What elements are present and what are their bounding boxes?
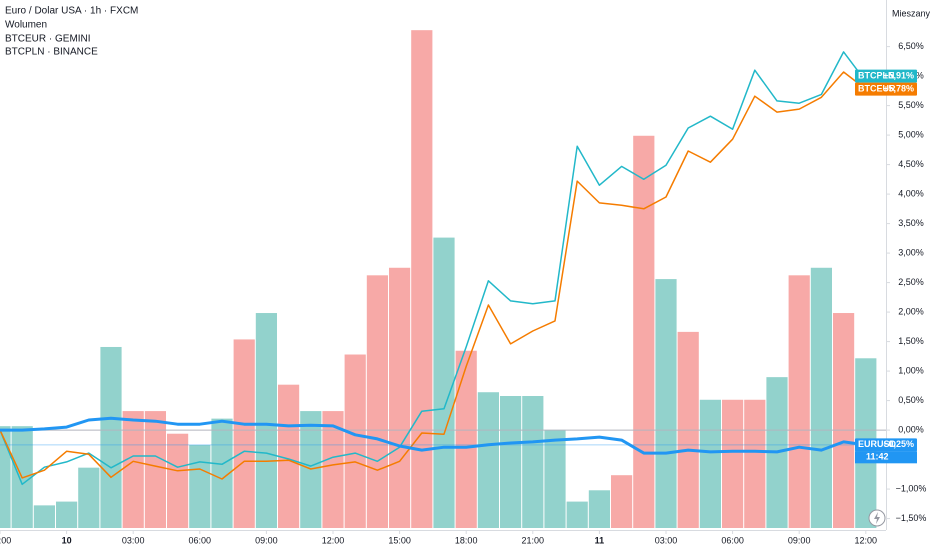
- volume-bar: [455, 350, 477, 528]
- y-tick-label: 2,50%: [898, 277, 924, 287]
- volume-bar: [588, 490, 610, 528]
- volume-bar: [278, 384, 300, 528]
- series-line: [0, 51, 867, 486]
- price-tag-value: +5,78%: [883, 83, 914, 93]
- countdown-box: [855, 451, 917, 464]
- chart-title: Euro / Dolar USA · 1h · FXCM: [5, 6, 138, 17]
- volume-bar: [389, 267, 411, 528]
- volume-bar: [233, 339, 255, 528]
- x-tick-label: 09:00: [788, 535, 811, 545]
- volume-bar: [122, 411, 144, 528]
- volume-bar: [167, 433, 189, 528]
- volume-bar: [744, 399, 766, 528]
- y-tick-label: 4,50%: [898, 159, 924, 169]
- volume-bar: [344, 354, 366, 528]
- volume-bar: [433, 237, 455, 528]
- series-line: [0, 416, 866, 455]
- volume-bar: [78, 467, 100, 528]
- y-tick-label: 3,50%: [898, 218, 924, 228]
- legend-entry[interactable]: BTCPLN · BINANCE: [5, 47, 98, 58]
- price-tag-name: BTCPLN: [858, 70, 895, 80]
- volume-bar: [722, 399, 744, 528]
- price-tag: [855, 438, 917, 452]
- y-tick-label: 5,50%: [898, 100, 924, 110]
- x-tick-label: 03:00: [655, 535, 678, 545]
- x-tick-label: 06:00: [189, 535, 212, 545]
- volume-bar: [500, 396, 522, 528]
- y-tick-label: 5,00%: [898, 129, 924, 139]
- countdown: 11:42: [866, 452, 889, 462]
- x-tick-label: 18:00: [455, 535, 478, 545]
- y-tick-label: 1,00%: [898, 365, 924, 375]
- y-tick-label: 3,00%: [898, 247, 924, 257]
- x-tick-label: 15:00: [388, 535, 411, 545]
- y-tick-label: 2,00%: [898, 306, 924, 316]
- volume-bar: [366, 275, 388, 528]
- volume-bar: [56, 501, 78, 528]
- volume-bar: [566, 501, 588, 528]
- x-tick-label: 11: [595, 535, 605, 545]
- y-tick-label: 0,50%: [898, 395, 924, 405]
- volume-bar: [322, 411, 344, 528]
- x-tick-label: 09:00: [255, 535, 278, 545]
- y-tick-label: −1,50%: [896, 513, 927, 523]
- volume-bar: [189, 445, 211, 528]
- series-line: [0, 71, 867, 480]
- volume-bar: [522, 396, 544, 528]
- volume-bar: [255, 313, 277, 528]
- price-tag: [855, 82, 917, 96]
- volume-bar: [411, 30, 433, 529]
- x-tick-label: 12:00: [855, 535, 878, 545]
- x-tick-label: 06:00: [721, 535, 744, 545]
- volume-bar: [833, 313, 855, 528]
- price-tag-name: EURUSD: [858, 439, 897, 449]
- volume-bar: [544, 429, 566, 528]
- volume-bar: [699, 399, 721, 528]
- scale-mode[interactable]: Mieszany: [892, 8, 931, 18]
- x-tick-label: 21:00: [522, 535, 545, 545]
- volume-bar: [100, 346, 122, 528]
- x-tick-label: 10: [62, 535, 72, 545]
- y-tick-label: 4,00%: [898, 188, 924, 198]
- y-tick-label: 1,50%: [898, 336, 924, 346]
- y-tick-label: −1,00%: [896, 483, 927, 493]
- lightning-icon[interactable]: [868, 509, 886, 527]
- volume-bar: [477, 392, 499, 528]
- volume-bar: [33, 505, 55, 528]
- price-tag-value: −0,25%: [883, 439, 914, 449]
- volume-bar: [211, 418, 233, 528]
- price-tag-value: +5,91%: [883, 70, 914, 80]
- legend-entry[interactable]: Wolumen: [5, 20, 47, 31]
- volume-bar: [611, 475, 633, 528]
- volume-bar: [144, 411, 166, 528]
- volume-bar: [788, 275, 810, 528]
- volume-bar: [655, 279, 677, 528]
- volume-bar: [810, 267, 832, 528]
- legend-entry[interactable]: BTCEUR · GEMINI: [5, 34, 91, 45]
- x-tick-label: 12:00: [322, 535, 345, 545]
- price-tag-name: BTCEUR: [858, 83, 896, 93]
- y-tick-label: 0,00%: [898, 424, 924, 434]
- volume-bar: [633, 135, 655, 528]
- price-tag: [855, 69, 917, 83]
- volume-bar: [0, 426, 11, 528]
- x-tick-label: 21:00: [0, 535, 11, 545]
- y-tick-label: 6,50%: [898, 41, 924, 51]
- x-tick-label: 03:00: [122, 535, 145, 545]
- plot-area: [0, 30, 886, 529]
